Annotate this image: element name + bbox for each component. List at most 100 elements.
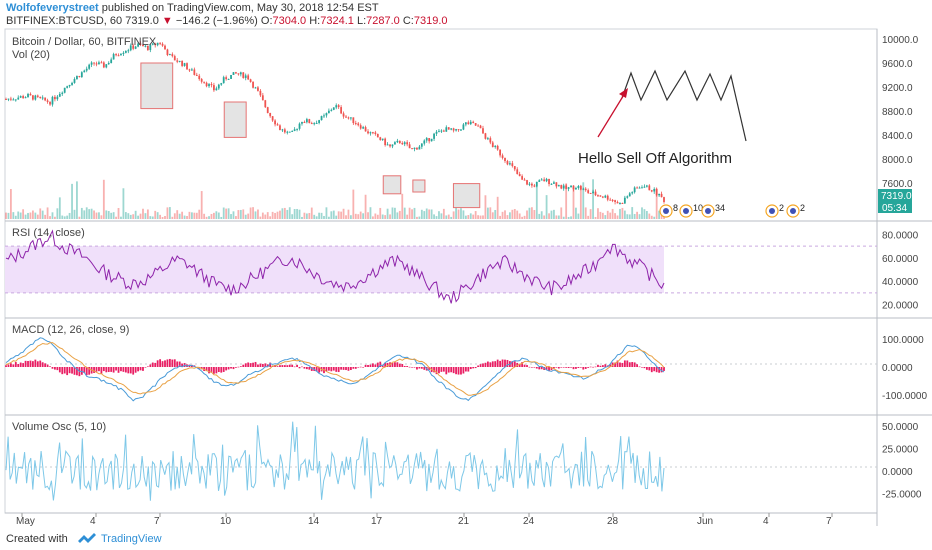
time-axis[interactable]: May 4 7 10 14 17 21 24 28 Jun 4 7	[16, 513, 833, 527]
volume-bar	[247, 213, 250, 219]
candle-body	[398, 140, 401, 143]
volume-bar	[266, 212, 269, 219]
calendar-flag-icon[interactable]: 2	[786, 203, 805, 218]
macd-hist-bar	[584, 367, 587, 369]
candle-body	[469, 121, 472, 125]
volume-bar	[491, 212, 494, 219]
countdown-label: 05:34	[882, 203, 907, 214]
candle-body	[354, 123, 357, 125]
price-pane[interactable]: Hello Sell Off Algorithm Bitcoin / Dolla…	[5, 35, 919, 219]
tradingview-logo-icon[interactable]	[77, 531, 97, 545]
volume-bar	[621, 207, 624, 219]
candle-body	[589, 192, 592, 194]
macd-hist-bar	[406, 366, 409, 367]
volume-bar	[22, 209, 25, 219]
low-value: 7287.0	[366, 15, 400, 27]
volume-bar	[34, 212, 37, 219]
candle-body	[176, 60, 179, 62]
candle-body	[594, 191, 597, 196]
macd-hist-bar	[349, 367, 352, 371]
macd-hist-bar	[239, 366, 242, 367]
volume-bar	[396, 212, 399, 219]
candle-body	[54, 96, 56, 100]
macd-hist-bar	[149, 364, 152, 367]
volume-bar	[406, 214, 409, 219]
macd-hist-bar	[156, 360, 159, 367]
candle-body	[195, 74, 198, 76]
macd-hist-bar	[279, 365, 281, 367]
volume-bar	[166, 207, 169, 219]
macd-hist-bar	[19, 362, 22, 367]
rsi-pane[interactable]: RSI (14, close) 80.0000 60.0000 40.0000 20.…	[5, 227, 919, 312]
candle-body	[139, 43, 142, 45]
macd-hist-bar	[369, 364, 372, 367]
macd-hist-bar	[626, 360, 629, 367]
volume-bar	[205, 216, 208, 219]
macd-hist-bar	[570, 367, 572, 368]
calendar-flag-icon[interactable]: 10	[679, 203, 703, 218]
published-text: published on TradingView.com, May 30, 20…	[101, 2, 379, 14]
chart-header: Wolfofeverystreet published on TradingVi…	[0, 0, 932, 28]
volume-bar	[506, 215, 509, 219]
volume-bar	[193, 212, 196, 219]
candle-body	[491, 142, 494, 147]
macd-hist-bar	[127, 367, 130, 374]
volume-bar	[281, 208, 284, 219]
candle-body	[638, 187, 641, 189]
macd-hist-bar	[428, 367, 431, 370]
candle-body	[631, 192, 634, 194]
candle-body	[132, 45, 135, 49]
macd-hist-bar	[340, 367, 343, 370]
macd-hist-bar	[594, 366, 597, 368]
macd-hist-bar	[269, 362, 272, 367]
volume-bar	[39, 208, 42, 219]
osc-tick-label: 25.0000	[882, 445, 919, 456]
volume-bar	[523, 215, 526, 219]
volume-bar	[225, 208, 228, 219]
volume-bar	[149, 216, 152, 219]
candle-body	[376, 134, 379, 138]
volume-bar	[100, 215, 103, 219]
volume-bar	[139, 213, 142, 219]
volume-bar	[90, 208, 93, 219]
macd-hist-bar	[435, 367, 438, 375]
macd-hist-bar	[616, 360, 619, 367]
author-link[interactable]: Wolfofeverystreet	[6, 2, 99, 14]
price-tick-label: 9200.0	[882, 83, 913, 94]
candle-body	[349, 117, 352, 119]
event-markers[interactable]: 8 10 34 2 2	[659, 203, 805, 218]
macd-hist-bar	[501, 359, 504, 367]
rsi-axis: 80.0000 60.0000 40.0000 20.0000	[882, 230, 919, 311]
volume-bar	[46, 207, 49, 219]
macd-hist-bar	[56, 367, 59, 371]
macd-hist-bar	[562, 367, 565, 368]
candle-body	[127, 50, 130, 52]
tradingview-brand[interactable]: TradingView	[101, 533, 162, 545]
volume-bar	[340, 211, 343, 219]
candle-body	[325, 113, 328, 116]
volume-bar	[315, 216, 318, 219]
macd-hist-bar	[210, 367, 213, 373]
volume-bar	[435, 216, 438, 219]
volume-bar	[264, 214, 267, 219]
macd-hist-bar	[528, 366, 531, 368]
calendar-flag-icon[interactable]: 8	[659, 203, 678, 218]
macd-hist-bar	[110, 367, 113, 372]
candle-body	[156, 42, 159, 46]
volume-osc-pane[interactable]: Volume Osc (5, 10) 50.0000 25.0000 0.0000 -…	[5, 421, 922, 501]
calendar-flag-icon[interactable]: 2	[765, 203, 784, 218]
macd-hist-bar	[173, 359, 176, 367]
volume-bar	[655, 188, 658, 219]
volume-bar	[347, 209, 350, 219]
candle-body	[430, 138, 433, 142]
calendar-flag-icon[interactable]: 34	[701, 203, 725, 218]
volume-bar	[330, 211, 333, 219]
volume-bar	[508, 212, 511, 219]
chart-area[interactable]: Hello Sell Off Algorithm Bitcoin / Dolla…	[0, 27, 932, 527]
macd-hist-bar	[17, 363, 20, 367]
volume-bar	[577, 213, 580, 219]
volume-bar	[129, 214, 132, 219]
macd-pane[interactable]: MACD (12, 26, close, 9) 100.0000 0.0000 -1…	[5, 324, 927, 402]
macd-hist-bar	[14, 362, 17, 367]
macd-hist-bar	[391, 363, 394, 367]
